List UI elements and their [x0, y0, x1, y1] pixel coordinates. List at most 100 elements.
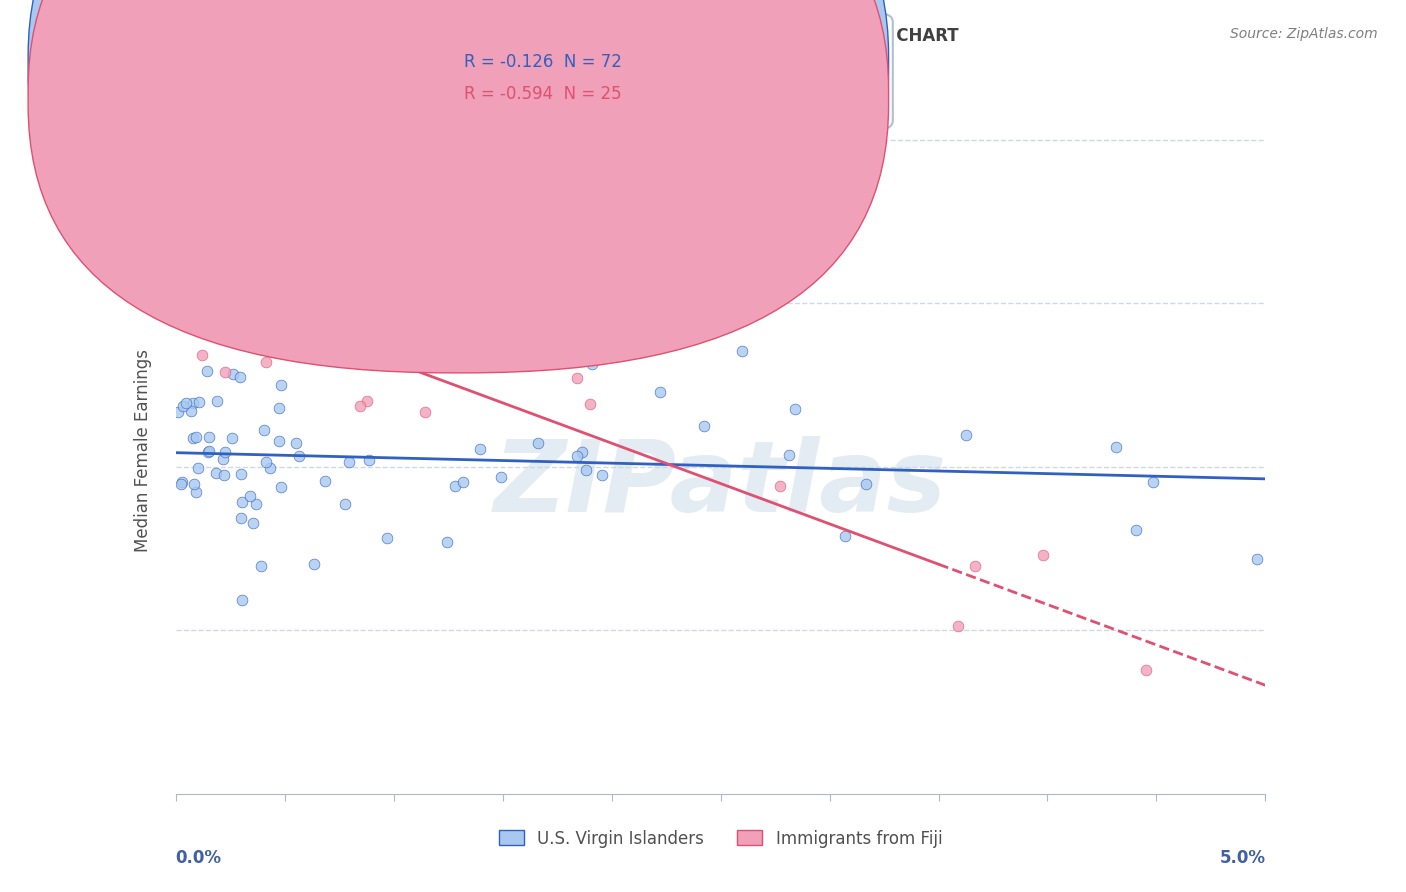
- Point: [250, 559, 273, 574]
- Point: [184, 430, 207, 444]
- Point: [527, 436, 550, 450]
- Point: [1032, 548, 1054, 562]
- Point: [1105, 441, 1128, 455]
- Point: [229, 370, 252, 384]
- Point: [172, 399, 194, 413]
- Point: [172, 475, 194, 490]
- Point: [176, 396, 198, 410]
- Point: [214, 365, 236, 379]
- Point: [191, 348, 214, 362]
- Point: [184, 484, 207, 499]
- Point: [571, 445, 593, 459]
- Point: [270, 277, 292, 291]
- Point: [270, 377, 292, 392]
- Legend: U.S. Virgin Islanders, Immigrants from Fiji: U.S. Virgin Islanders, Immigrants from F…: [492, 823, 949, 855]
- Point: [231, 511, 253, 525]
- Point: [245, 497, 267, 511]
- Point: [579, 397, 602, 411]
- Point: [375, 532, 398, 546]
- Point: [693, 419, 716, 434]
- Point: [834, 529, 856, 543]
- Text: R = -0.594  N = 25: R = -0.594 N = 25: [464, 85, 621, 103]
- Point: [1135, 663, 1157, 677]
- Point: [187, 394, 209, 409]
- Point: [1142, 475, 1164, 490]
- Point: [239, 489, 262, 503]
- Point: [413, 405, 436, 419]
- Point: [288, 449, 311, 463]
- Point: [224, 248, 246, 262]
- Point: [349, 400, 371, 414]
- Point: [242, 516, 264, 530]
- Point: [183, 476, 205, 491]
- Point: [778, 448, 800, 462]
- Point: [581, 357, 603, 371]
- Point: [270, 480, 292, 494]
- Point: [1125, 523, 1147, 537]
- Point: [198, 444, 221, 458]
- Point: [193, 244, 215, 258]
- Point: [181, 396, 204, 410]
- Text: R = -0.126  N = 72: R = -0.126 N = 72: [464, 54, 621, 71]
- Point: [314, 474, 336, 488]
- Point: [302, 557, 325, 571]
- Point: [955, 427, 977, 442]
- Point: [963, 558, 986, 573]
- Point: [292, 339, 315, 353]
- Point: [170, 477, 193, 491]
- Point: [575, 463, 598, 477]
- Text: ZIPatlas: ZIPatlas: [494, 436, 948, 533]
- Point: [179, 304, 201, 318]
- Point: [333, 497, 356, 511]
- Point: [229, 467, 252, 482]
- Point: [197, 364, 219, 378]
- Point: [243, 302, 266, 317]
- Point: [337, 455, 360, 469]
- Point: [170, 231, 193, 245]
- Point: [212, 467, 235, 482]
- Point: [470, 442, 492, 457]
- Point: [211, 452, 233, 467]
- Point: [453, 475, 475, 489]
- Point: [591, 468, 613, 483]
- Point: [231, 593, 253, 607]
- Point: [180, 404, 202, 418]
- Point: [1246, 552, 1268, 566]
- Point: [186, 461, 208, 475]
- Point: [204, 467, 226, 481]
- Point: [443, 479, 465, 493]
- Text: 5.0%: 5.0%: [1219, 849, 1265, 867]
- Y-axis label: Median Female Earnings: Median Female Earnings: [134, 349, 152, 552]
- Point: [650, 384, 672, 399]
- Point: [269, 294, 291, 309]
- Point: [356, 394, 378, 409]
- Point: [855, 476, 877, 491]
- Point: [380, 320, 402, 334]
- Point: [730, 343, 752, 358]
- Point: [269, 434, 291, 448]
- Point: [269, 401, 291, 415]
- Point: [198, 430, 221, 444]
- Point: [565, 370, 588, 384]
- Point: [231, 494, 253, 508]
- Point: [200, 260, 222, 275]
- Point: [222, 367, 245, 381]
- Point: [567, 450, 589, 464]
- Point: [205, 393, 228, 408]
- Text: 0.0%: 0.0%: [176, 849, 222, 867]
- Point: [359, 453, 381, 467]
- Point: [253, 423, 276, 437]
- Point: [769, 478, 792, 492]
- Point: [785, 402, 807, 417]
- Point: [436, 535, 458, 549]
- Point: [308, 303, 330, 318]
- Text: U.S. VIRGIN ISLANDER VS IMMIGRANTS FROM FIJI MEDIAN FEMALE EARNINGS CORRELATION : U.S. VIRGIN ISLANDER VS IMMIGRANTS FROM …: [28, 27, 959, 45]
- Point: [284, 435, 307, 450]
- Point: [181, 431, 204, 445]
- Point: [197, 445, 219, 459]
- Point: [254, 355, 277, 369]
- Point: [259, 461, 281, 475]
- Point: [167, 233, 190, 247]
- Point: [491, 470, 513, 484]
- Point: [221, 431, 243, 445]
